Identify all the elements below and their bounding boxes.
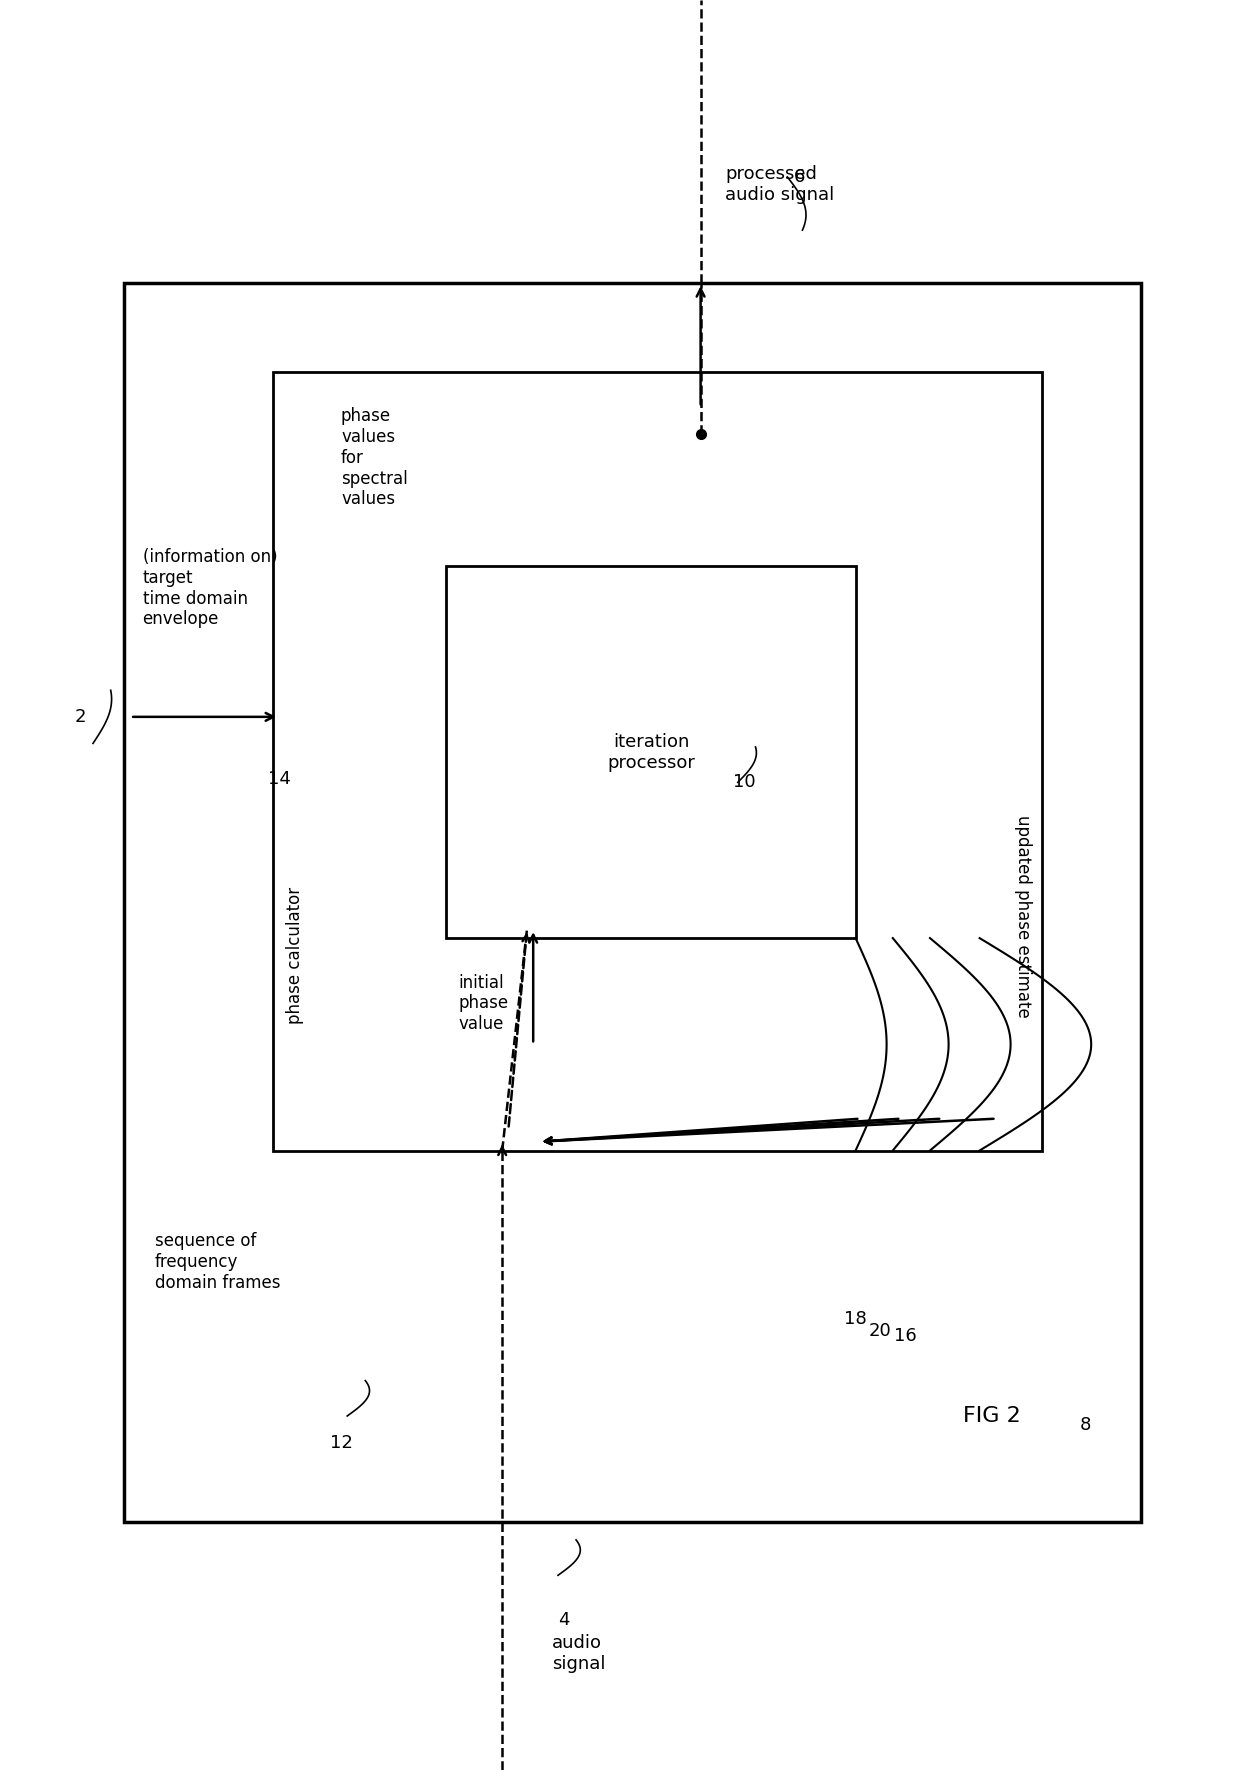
Bar [124,283,1141,1522]
Text: initial
phase
value: initial phase value [459,974,508,1034]
Text: FIG 2: FIG 2 [963,1405,1021,1427]
Text: phase
values
for
spectral
values: phase values for spectral values [341,407,408,508]
Text: 8: 8 [1079,1416,1091,1434]
Text: processed
audio signal: processed audio signal [725,165,835,204]
Text: 14: 14 [268,770,290,788]
Text: 6: 6 [794,168,806,186]
Text: 10: 10 [733,773,755,791]
Text: iteration
processor: iteration processor [608,733,694,772]
Text: updated phase estimate: updated phase estimate [1014,816,1032,1018]
Text: 12: 12 [330,1434,352,1451]
Text: 2: 2 [74,708,87,726]
Text: 16: 16 [894,1328,916,1345]
Bar [446,566,856,938]
Text: 4: 4 [558,1611,570,1628]
Text: 18: 18 [844,1310,867,1328]
Text: (information on)
target
time domain
envelope: (information on) target time domain enve… [143,549,278,628]
Text: sequence of
frequency
domain frames: sequence of frequency domain frames [155,1232,280,1292]
Text: audio
signal: audio signal [552,1634,605,1673]
Text: 20: 20 [869,1322,892,1340]
Bar [273,372,1042,1150]
Text: phase calculator: phase calculator [286,887,304,1025]
